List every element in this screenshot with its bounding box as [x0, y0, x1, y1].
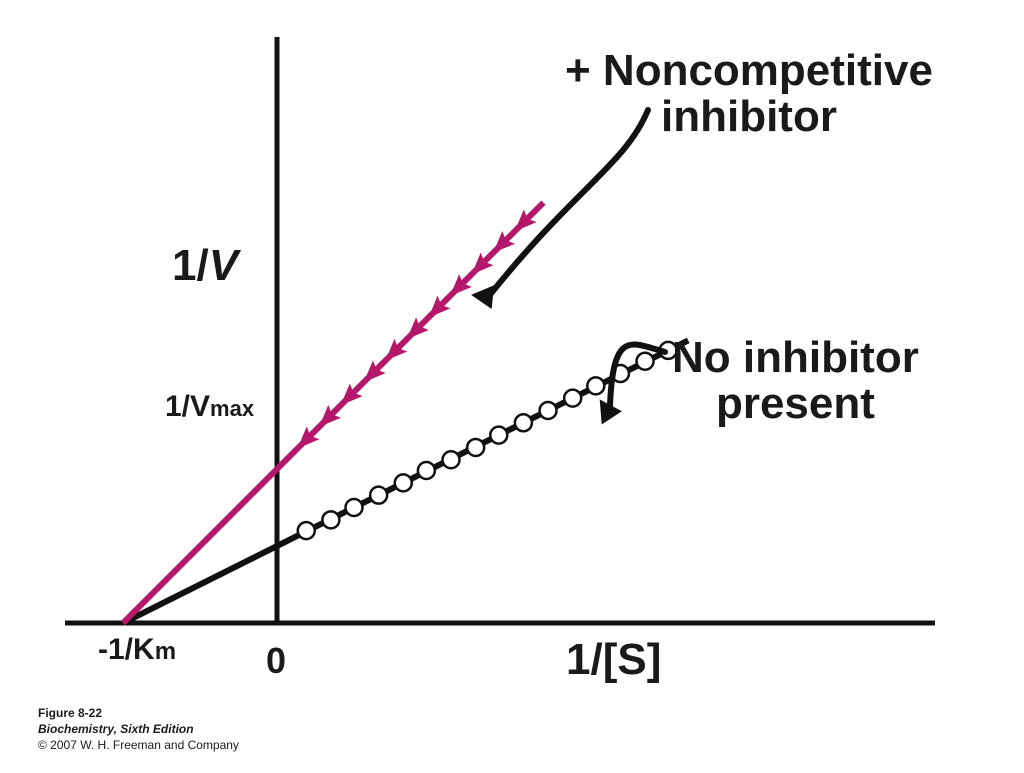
no-inhibitor-point-6 [441, 450, 461, 470]
noncompetitive-point-1 [319, 404, 342, 427]
noinh-annotation-line1: No inhibitor [672, 333, 919, 382]
noinh-annotation-line2: present [715, 379, 875, 428]
km-label-sub: m [154, 638, 177, 665]
vmax-label-sub: max [210, 396, 255, 421]
caption-book-title: Biochemistry, Sixth Edition [38, 722, 194, 736]
vmax-label-prefix: 1/V [165, 390, 211, 423]
noncomp-annotation-line2: inhibitor [661, 92, 837, 141]
no-inhibitor-point-7 [465, 437, 486, 458]
noncomp-annotation-line1: + Noncompetitive [565, 46, 933, 95]
no-inhibitor-annotation: No inhibitor present [672, 335, 919, 427]
no-inhibitor-point-5 [416, 460, 437, 481]
series-layer [120, 200, 690, 626]
noinh-arrow-curve [606, 341, 668, 417]
km-label-prefix: -1/K [98, 633, 155, 666]
noncompetitive-point-8 [471, 252, 494, 275]
no-inhibitor-point-11 [562, 388, 583, 408]
annotation-arrows [471, 107, 668, 425]
noncompetitive-point-10 [514, 209, 537, 232]
no-inhibitor-point-0 [296, 520, 317, 541]
noinh-arrow-head [599, 399, 622, 425]
noncompetitive-point-0 [297, 426, 320, 449]
no-inhibitor-point-9 [513, 413, 534, 433]
caption-figure-number: Figure 8-22 [38, 706, 103, 720]
noncompetitive-inhibitor-annotation: + Noncompetitive inhibitor [565, 48, 933, 140]
noncompetitive-point-4 [385, 338, 408, 361]
km-intercept-label: -1/Km [98, 633, 176, 667]
no-inhibitor-point-14 [635, 351, 655, 371]
figure-caption: Figure 8-22 Biochemistry, Sixth Edition … [38, 705, 239, 753]
caption-copyright: © 2007 W. H. Freeman and Company [38, 738, 239, 752]
y-axis-label-prefix: 1/ [172, 241, 209, 290]
noncomp-arrow-curve [486, 107, 651, 299]
no-inhibitor-point-2 [344, 497, 364, 518]
vmax-intercept-label: 1/Vmax [165, 390, 254, 424]
y-axis-label-var: V [208, 241, 239, 290]
noncompetitive-point-9 [493, 230, 516, 253]
no-inhibitor-point-3 [368, 485, 389, 505]
noncompetitive-point-6 [428, 295, 451, 318]
noncompetitive-point-7 [449, 274, 472, 297]
noncompetitive-point-5 [406, 317, 429, 340]
no-inhibitor-point-4 [393, 473, 414, 493]
noncompetitive-point-2 [340, 383, 363, 406]
noncompetitive-point-3 [363, 360, 386, 383]
no-inhibitor-point-8 [489, 425, 509, 445]
no-inhibitor-point-12 [586, 376, 606, 396]
no-inhibitor-point-1 [321, 510, 341, 530]
x-axis-label: 1/[S] [566, 635, 662, 684]
noncomp-arrow-head [471, 285, 495, 309]
origin-zero-label: 0 [266, 640, 287, 681]
no-inhibitor-point-10 [538, 400, 558, 421]
y-axis-label: 1/V [172, 244, 238, 288]
